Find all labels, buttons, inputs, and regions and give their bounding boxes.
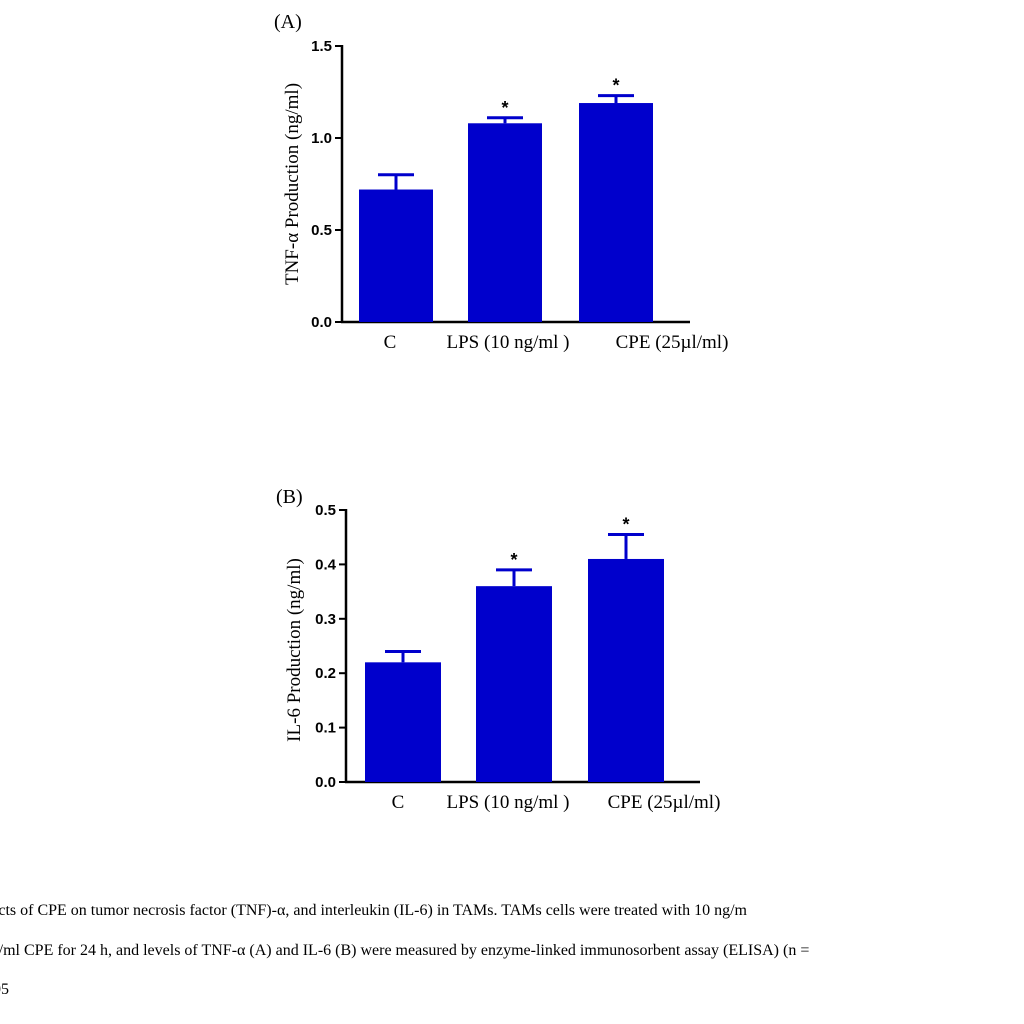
- x-category-label: LPS (10 ng/ml ): [447, 332, 570, 353]
- y-tick-label: 0.3: [315, 611, 336, 628]
- significance-marker: *: [612, 76, 619, 96]
- y-tick-label: 1.0: [311, 130, 332, 147]
- y-tick-label: 0.5: [315, 502, 336, 519]
- y-tick-label: 0.2: [315, 665, 336, 682]
- figure-caption: e 4. Effects of CPE on tumor necrosis fa…: [0, 890, 1024, 1024]
- significance-marker: *: [510, 550, 517, 570]
- y-tick-label: 0.1: [315, 720, 336, 737]
- y-tick-label: 0.0: [311, 314, 332, 331]
- y-tick-label: 0.0: [315, 774, 336, 791]
- x-category-label: CPE (25µl/ml): [608, 792, 721, 813]
- significance-marker: *: [501, 98, 508, 118]
- bar: [588, 558, 664, 782]
- x-category-label: C: [384, 332, 397, 353]
- y-tick-label: 0.5: [311, 222, 332, 239]
- bar: [359, 189, 433, 322]
- x-category-label: CPE (25µl/ml): [616, 332, 729, 353]
- caption-line-2: 5 µl/ml CPE for 24 h, and levels of TNF-…: [0, 942, 810, 959]
- y-axis-title: TNF-α Production (ng/ml): [282, 83, 303, 285]
- chart-a-tnf: (A) TNF-α Production (ng/ml) 0.0 0.5 1.0 1.5 C…: [274, 11, 729, 353]
- y-tick-label: 1.5: [311, 38, 332, 55]
- caption-line-1: e 4. Effects of CPE on tumor necrosis fa…: [0, 902, 747, 919]
- bar: [365, 662, 441, 782]
- bar: [579, 103, 653, 322]
- y-axis-title: IL-6 Production (ng/ml): [284, 558, 305, 742]
- panel-label: (B): [276, 486, 303, 508]
- x-category-label: LPS (10 ng/ml ): [447, 792, 570, 813]
- chart-b-il6: (B) IL-6 Production (ng/ml) 0.0 0.1 0.2 0.3 0.…: [276, 486, 721, 813]
- x-category-label: C: [392, 792, 405, 813]
- bar: [468, 123, 542, 322]
- caption-line-3: 05: [0, 981, 9, 998]
- bar: [476, 586, 552, 782]
- significance-marker: *: [622, 514, 629, 534]
- y-tick-label: 0.4: [315, 556, 337, 573]
- panel-label: (A): [274, 11, 302, 33]
